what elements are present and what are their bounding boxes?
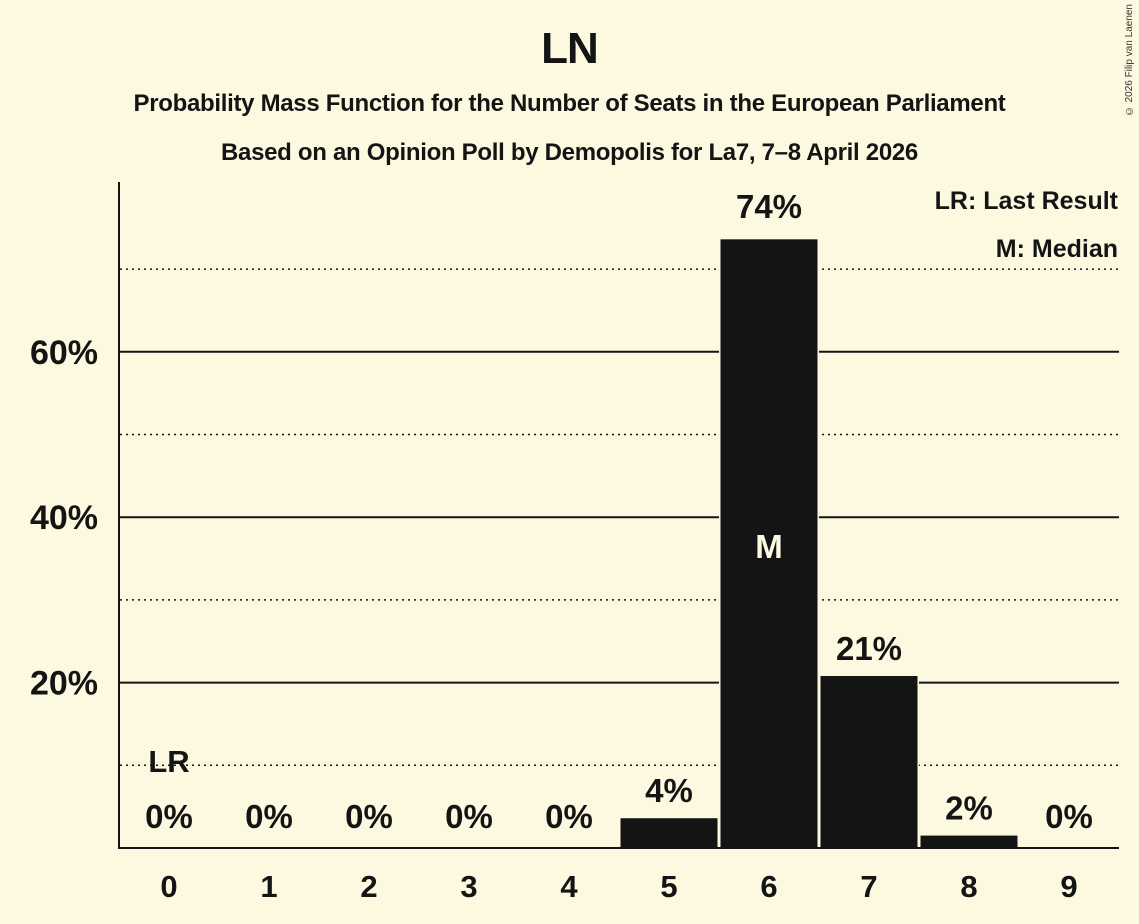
x-tick-label: 3 bbox=[460, 869, 477, 904]
gridlines bbox=[120, 268, 1119, 767]
y-tick-label: 60% bbox=[30, 334, 98, 372]
bar bbox=[920, 835, 1018, 848]
legend: LR: Last Result M: Median bbox=[935, 187, 1119, 263]
x-tick-label: 1 bbox=[260, 869, 277, 904]
data-label: 0% bbox=[545, 798, 593, 835]
y-tick-label: 20% bbox=[30, 665, 98, 703]
legend-median: M: Median bbox=[996, 235, 1118, 263]
x-tick-label: 4 bbox=[560, 869, 578, 904]
chart-source: Based on an Opinion Poll by Demopolis fo… bbox=[221, 139, 918, 166]
data-label: 21% bbox=[836, 630, 902, 667]
data-label: 2% bbox=[945, 790, 993, 827]
data-label: 0% bbox=[145, 798, 193, 835]
data-label: 0% bbox=[1045, 798, 1093, 835]
bars bbox=[619, 237, 1019, 848]
y-tick-label: 40% bbox=[30, 499, 98, 537]
data-label: 0% bbox=[345, 798, 393, 835]
x-tick-label: 2 bbox=[360, 869, 377, 904]
chart-title: LN bbox=[541, 24, 599, 73]
x-tick-label: 8 bbox=[960, 869, 977, 904]
y-tick-labels: 20% 40% 60% bbox=[30, 334, 98, 703]
data-label: 74% bbox=[736, 188, 802, 225]
data-label: 0% bbox=[245, 798, 293, 835]
bar bbox=[620, 818, 718, 848]
x-tick-label: 9 bbox=[1060, 869, 1077, 904]
x-tick-label: 7 bbox=[860, 869, 877, 904]
bar bbox=[820, 675, 918, 848]
data-label: 4% bbox=[645, 772, 693, 809]
legend-last-result: LR: Last Result bbox=[935, 187, 1119, 215]
bar bbox=[720, 239, 818, 848]
x-tick-label: 5 bbox=[660, 869, 677, 904]
median-marker: M bbox=[755, 528, 783, 565]
last-result-marker: LR bbox=[148, 744, 189, 779]
chart-subtitle: Probability Mass Function for the Number… bbox=[133, 90, 1006, 117]
data-label: 0% bbox=[445, 798, 493, 835]
x-tick-label: 0 bbox=[160, 869, 177, 904]
axes bbox=[118, 182, 1119, 849]
x-tick-labels: 0 1 2 3 4 5 6 7 8 9 bbox=[160, 869, 1077, 904]
x-tick-label: 6 bbox=[760, 869, 777, 904]
data-labels: 0% 0% 0% 0% 0% 4% 74% 21% 2% 0% LR M bbox=[145, 188, 1093, 835]
